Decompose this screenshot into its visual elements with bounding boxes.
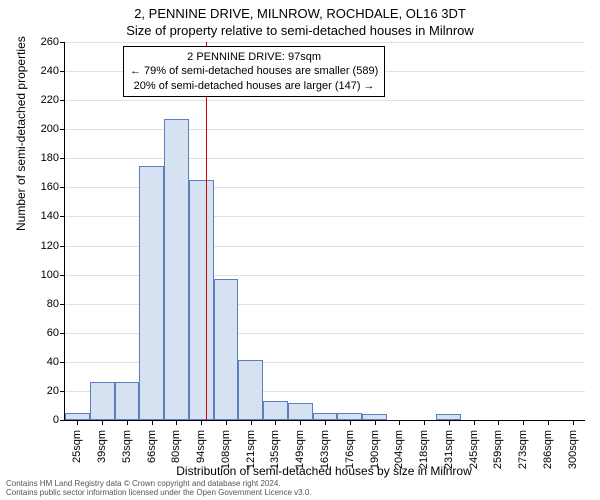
x-tick [201, 420, 202, 425]
x-tick [152, 420, 153, 425]
callout-box: 2 PENNINE DRIVE: 97sqm← 79% of semi-deta… [123, 46, 385, 97]
gridline [65, 129, 585, 130]
y-tick [60, 391, 65, 392]
y-tick-label: 220 [41, 94, 59, 106]
y-tick-label: 80 [47, 298, 59, 310]
histogram-bar [115, 382, 140, 420]
histogram-bar [337, 413, 362, 420]
y-tick-label: 120 [41, 240, 59, 252]
histogram-bar [288, 403, 313, 420]
x-tick [573, 420, 574, 425]
histogram-plot: 02040608010012014016018020022024026025sq… [64, 42, 585, 421]
x-tick [399, 420, 400, 425]
y-tick [60, 420, 65, 421]
gridline [65, 42, 585, 43]
x-tick [548, 420, 549, 425]
y-axis-label: Number of semi-detached properties [14, 36, 28, 231]
x-tick-label: 25sqm [71, 430, 83, 463]
chart-title-line2: Size of property relative to semi-detach… [0, 23, 600, 38]
y-tick [60, 71, 65, 72]
histogram-bar [139, 166, 164, 420]
y-tick [60, 158, 65, 159]
x-tick [449, 420, 450, 425]
gridline [65, 158, 585, 159]
x-tick [226, 420, 227, 425]
x-tick-label: 53sqm [121, 430, 133, 463]
y-tick [60, 246, 65, 247]
histogram-bar [90, 382, 115, 420]
y-tick-label: 100 [41, 269, 59, 281]
x-tick [300, 420, 301, 425]
callout-line: 2 PENNINE DRIVE: 97sqm [130, 50, 378, 64]
y-tick-label: 0 [53, 414, 59, 426]
x-tick [176, 420, 177, 425]
callout-line: ← 79% of semi-detached houses are smalle… [130, 64, 378, 78]
x-tick-label: 94sqm [195, 430, 207, 463]
x-tick [127, 420, 128, 425]
x-tick [474, 420, 475, 425]
y-tick-label: 180 [41, 152, 59, 164]
y-tick [60, 216, 65, 217]
attribution-line2: Contains public sector information licen… [6, 488, 312, 497]
y-tick [60, 129, 65, 130]
x-tick [102, 420, 103, 425]
y-tick-label: 240 [41, 65, 59, 77]
y-tick [60, 275, 65, 276]
histogram-bar [238, 360, 263, 420]
x-tick-label: 66sqm [146, 430, 158, 463]
x-tick [498, 420, 499, 425]
x-tick [325, 420, 326, 425]
x-tick-label: 39sqm [96, 430, 108, 463]
y-tick-label: 140 [41, 210, 59, 222]
x-tick [350, 420, 351, 425]
x-tick [523, 420, 524, 425]
x-tick-label: 80sqm [170, 430, 182, 463]
histogram-bar [65, 413, 90, 420]
callout-line: 20% of semi-detached houses are larger (… [130, 79, 378, 93]
y-tick-label: 40 [47, 356, 59, 368]
y-tick-label: 260 [41, 36, 59, 48]
chart-title-line1: 2, PENNINE DRIVE, MILNROW, ROCHDALE, OL1… [0, 6, 600, 21]
x-tick [77, 420, 78, 425]
y-tick [60, 42, 65, 43]
y-tick-label: 60 [47, 327, 59, 339]
y-tick [60, 100, 65, 101]
histogram-bar [189, 180, 214, 420]
x-axis-label: Distribution of semi-detached houses by … [64, 464, 584, 478]
y-tick [60, 187, 65, 188]
y-tick-label: 20 [47, 385, 59, 397]
histogram-bar [164, 119, 189, 420]
property-marker-line [206, 42, 207, 420]
y-tick [60, 362, 65, 363]
attribution-line1: Contains HM Land Registry data © Crown c… [6, 479, 312, 488]
attribution-text: Contains HM Land Registry data © Crown c… [6, 479, 312, 497]
gridline [65, 100, 585, 101]
x-tick [375, 420, 376, 425]
histogram-bar [263, 401, 288, 420]
y-tick [60, 304, 65, 305]
x-tick [424, 420, 425, 425]
histogram-bar [214, 279, 239, 420]
y-tick-label: 160 [41, 181, 59, 193]
x-tick [275, 420, 276, 425]
y-tick-label: 200 [41, 123, 59, 135]
x-tick [251, 420, 252, 425]
y-tick [60, 333, 65, 334]
histogram-bar [313, 413, 338, 420]
